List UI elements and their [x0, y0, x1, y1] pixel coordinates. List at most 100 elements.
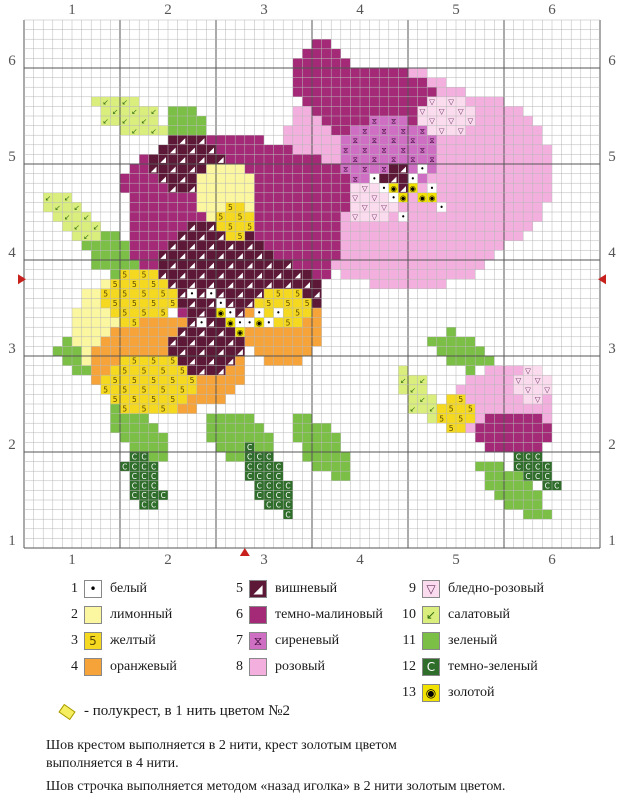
- stitch-cell: [446, 413, 456, 424]
- stitch-symbol: 5: [170, 376, 175, 385]
- stitch-cell: [158, 384, 168, 395]
- stitch-cell: [484, 432, 495, 443]
- legend-number: 2: [71, 607, 78, 622]
- stitch-cell: [254, 480, 264, 491]
- stitch-symbol: ◢: [180, 270, 186, 279]
- stitch-cell: [235, 375, 245, 385]
- stitch-cell: [206, 183, 216, 193]
- stitch-cell: [465, 231, 476, 241]
- stitch-symbol: ▽: [439, 126, 445, 135]
- stitch-cell: [312, 288, 322, 299]
- stitch-cell: [350, 250, 360, 260]
- stitch-symbol: C: [141, 501, 146, 510]
- stitch-cell: [292, 154, 303, 164]
- stitch-cell: [408, 394, 418, 404]
- stitch-cell: [475, 183, 485, 193]
- stitch-cell: [312, 173, 322, 184]
- stitch-symbol: C: [535, 462, 540, 471]
- stitch-cell: [206, 356, 216, 366]
- stitch-cell: [523, 442, 533, 452]
- stitch-cell: [158, 308, 168, 318]
- stitch-cell: [187, 221, 197, 232]
- stitch-cell: [129, 442, 140, 452]
- stitch-cell: [216, 298, 226, 308]
- stitch-cell: [148, 231, 159, 241]
- stitch-cell: [148, 500, 159, 510]
- stitch-cell: [129, 356, 140, 366]
- stitch-cell: [350, 192, 360, 203]
- stitch-cell: [283, 135, 293, 145]
- stitch-cell: [446, 423, 456, 433]
- stitch-cell: [273, 250, 284, 260]
- stitch-cell: [225, 192, 236, 203]
- stitch-cell: [427, 260, 437, 270]
- stitch-symbol: •: [411, 174, 415, 183]
- stitch-symbol: 5: [122, 366, 127, 375]
- stitch-symbol: 5: [161, 405, 166, 414]
- stitch-cell: [321, 240, 332, 251]
- stitch-symbol: C: [141, 472, 146, 481]
- stitch-cell: [379, 77, 389, 88]
- stitch-cell: [350, 221, 360, 232]
- stitch-cell: [504, 164, 514, 174]
- stitch-cell: [436, 183, 447, 193]
- stitch-cell: [168, 279, 178, 289]
- stitch-cell: [494, 96, 504, 107]
- stitch-symbol: •: [276, 309, 280, 318]
- legend-swatch-icon: [84, 606, 102, 624]
- stitch-cell: [273, 279, 284, 289]
- stitch-cell: [532, 442, 543, 452]
- stitch-symbol: ◢: [228, 280, 234, 289]
- stitch-cell: [196, 346, 207, 356]
- stitch-cell: [120, 106, 130, 116]
- stitch-cell: [244, 183, 255, 193]
- grid-number: 4: [8, 245, 16, 261]
- stitch-cell: [302, 48, 312, 59]
- stitch-cell: [206, 394, 216, 404]
- stitch-cell: [139, 432, 149, 443]
- stitch-cell: [475, 144, 485, 155]
- stitch-cell: [475, 260, 485, 270]
- stitch-cell: [331, 442, 341, 452]
- stitch-cell: [427, 106, 437, 116]
- stitch-cell: [321, 125, 332, 136]
- stitch-symbol: ◢: [208, 357, 214, 366]
- stitch-cell: [436, 269, 447, 280]
- stitch-cell: [148, 183, 159, 193]
- stitch-cell: [187, 116, 197, 126]
- stitch-cell: [321, 461, 332, 472]
- stitch-cell: [139, 346, 149, 356]
- stitch-cell: [168, 173, 178, 184]
- legend-number: 5: [236, 581, 243, 596]
- stitch-cell: [542, 183, 552, 193]
- stitch-cell: [206, 154, 216, 164]
- stitch-cell: [129, 269, 140, 280]
- stitch-cell: [139, 471, 149, 481]
- stitch-cell: [158, 365, 168, 376]
- stitch-cell: [244, 336, 255, 347]
- stitch-cell: [120, 298, 130, 308]
- stitch-cell: [446, 356, 456, 366]
- stitch-cell: [292, 240, 303, 251]
- stitch-cell: [187, 173, 197, 184]
- stitch-cell: [292, 356, 303, 366]
- stitch-cell: [379, 250, 389, 260]
- stitch-cell: [340, 154, 351, 164]
- stitch-cell: [91, 240, 101, 251]
- stitch-cell: [264, 480, 274, 491]
- stitch-cell: [129, 231, 140, 241]
- stitch-cell: [139, 356, 149, 366]
- stitch-cell: [331, 461, 341, 472]
- grid-number: 6: [548, 2, 556, 18]
- stitch-cell: [283, 240, 293, 251]
- stitch-cell: [369, 125, 380, 136]
- stitch-cell: [91, 365, 101, 376]
- stitch-cell: [235, 327, 245, 337]
- stitch-cell: [129, 375, 140, 385]
- stitch-cell: [417, 68, 428, 78]
- stitch-cell: [484, 212, 495, 222]
- stitch-cell: [148, 164, 159, 174]
- stitch-cell: [187, 260, 197, 270]
- stitch-symbol: ⧖: [429, 155, 435, 164]
- stitch-cell: [523, 500, 533, 510]
